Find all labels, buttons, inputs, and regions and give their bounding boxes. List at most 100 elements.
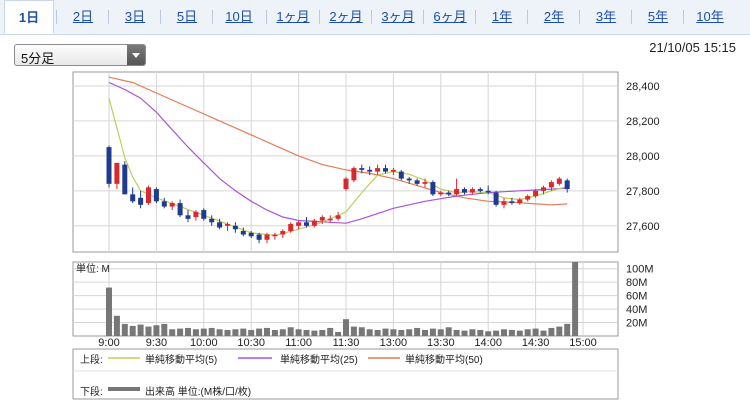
volume-bar [216, 329, 223, 336]
candle-body [304, 222, 309, 226]
tab-2ヶ月[interactable]: 2ヶ月 [329, 9, 363, 24]
volume-bar [540, 330, 547, 336]
interval-select-value: 5分足 [21, 51, 55, 66]
candle-body [375, 168, 381, 172]
tab-separator [160, 10, 161, 24]
candle-body [225, 224, 230, 226]
tab-1日[interactable]: 1日 [4, 0, 54, 34]
tab-3ヶ月[interactable]: 3ヶ月 [381, 9, 415, 24]
time-tick-label: 15:00 [569, 337, 597, 349]
volume-bar [422, 329, 428, 336]
volume-bar [572, 262, 579, 336]
volume-bar [485, 331, 492, 336]
volume-bar [532, 328, 539, 336]
candle-body [264, 234, 270, 240]
candle-body [177, 203, 183, 216]
legend-ma5-label: 単純移動平均(5) [145, 355, 218, 366]
candle-body [335, 215, 341, 219]
time-tick-label: 13:00 [380, 337, 408, 349]
tab-2日[interactable]: 2日 [72, 9, 94, 24]
period-tab-bar: 1日 2日 3日 5日 10日 1ヶ月 2ヶ月 3ヶ月 6ヶ月 1年 2年 3年 5年 10年 [0, 0, 750, 35]
volume-bar [414, 327, 421, 336]
candle-body [406, 178, 412, 181]
tab-separator [631, 10, 632, 24]
candle-body [548, 182, 554, 188]
volume-bar [477, 329, 484, 336]
time-tick-label: 9:00 [98, 337, 119, 349]
candle-body [477, 189, 483, 191]
candle-body [122, 164, 128, 195]
volume-bar [508, 329, 515, 336]
tab-separator [212, 10, 213, 24]
volume-bar [327, 327, 334, 336]
volume-bar [374, 329, 381, 336]
volume-bar [556, 326, 563, 336]
legend-panel [72, 348, 619, 400]
tab-5日[interactable]: 5日 [176, 9, 198, 24]
price-tick-label: 27,800 [626, 186, 660, 198]
candle-body [256, 234, 262, 240]
volume-bar [192, 329, 199, 336]
candle-body [367, 169, 373, 172]
candle-body [153, 189, 159, 202]
volume-bar [493, 330, 500, 336]
tab-6ヶ月[interactable]: 6ヶ月 [433, 9, 467, 24]
volume-tick-label: 40M [626, 304, 647, 316]
candle-body [359, 168, 365, 170]
volume-bar [208, 327, 215, 336]
candle-body [311, 220, 317, 226]
volume-bar [271, 329, 278, 336]
volume-tick-label: 80M [626, 277, 647, 289]
candle-body [161, 201, 167, 207]
candle-body [533, 190, 539, 197]
time-tick-label: 14:00 [474, 337, 502, 349]
candle-body [217, 222, 223, 228]
candle-body [248, 232, 254, 237]
tab-separator [371, 10, 372, 24]
tab-separator [266, 10, 267, 24]
volume-bar [224, 329, 231, 336]
tab-1ヶ月[interactable]: 1ヶ月 [276, 9, 310, 24]
volume-bar [390, 329, 397, 336]
candle-body [138, 197, 144, 205]
tab-2年[interactable]: 2年 [543, 9, 565, 24]
candle-body [446, 192, 452, 195]
volume-bar [319, 329, 326, 336]
volume-bar [445, 327, 452, 336]
candle-body [493, 192, 499, 205]
candle-body [556, 178, 562, 184]
candle-body [240, 231, 246, 235]
candle-body [564, 180, 570, 190]
price-tick-label: 27,600 [626, 221, 660, 233]
tab-10年[interactable]: 10年 [696, 9, 724, 24]
candle-body [422, 182, 428, 184]
tab-1年[interactable]: 1年 [491, 9, 513, 24]
candle-body [114, 162, 120, 184]
ma25-line [108, 81, 568, 224]
price-tick-label: 28,400 [626, 81, 660, 93]
volume-bar [200, 328, 207, 336]
tab-3日[interactable]: 3日 [124, 9, 146, 24]
volume-bar [177, 328, 184, 336]
tab-separator [423, 10, 424, 24]
volume-bar [121, 323, 128, 336]
interval-select[interactable]: 5分足 [14, 44, 146, 66]
chevron-down-icon[interactable] [127, 45, 145, 65]
volume-bar [343, 319, 349, 336]
volume-bar [279, 329, 286, 336]
volume-bar [453, 329, 460, 336]
volume-tick-label: 20M [626, 318, 647, 330]
candle-body [414, 180, 420, 184]
legend-volume-label: 出来高 単位:(M株/口/枚) [145, 387, 252, 398]
tab-5年[interactable]: 5年 [647, 9, 669, 24]
tab-10日[interactable]: 10日 [225, 9, 253, 24]
volume-bar [232, 329, 239, 336]
candle-body [185, 215, 191, 219]
volume-bar [437, 329, 444, 336]
volume-bar [335, 331, 342, 336]
candle-body [469, 189, 475, 193]
candle-body [232, 225, 238, 230]
candle-body [383, 168, 388, 172]
legend-upper-label: 上段: [80, 355, 103, 366]
tab-3年[interactable]: 3年 [595, 9, 617, 24]
